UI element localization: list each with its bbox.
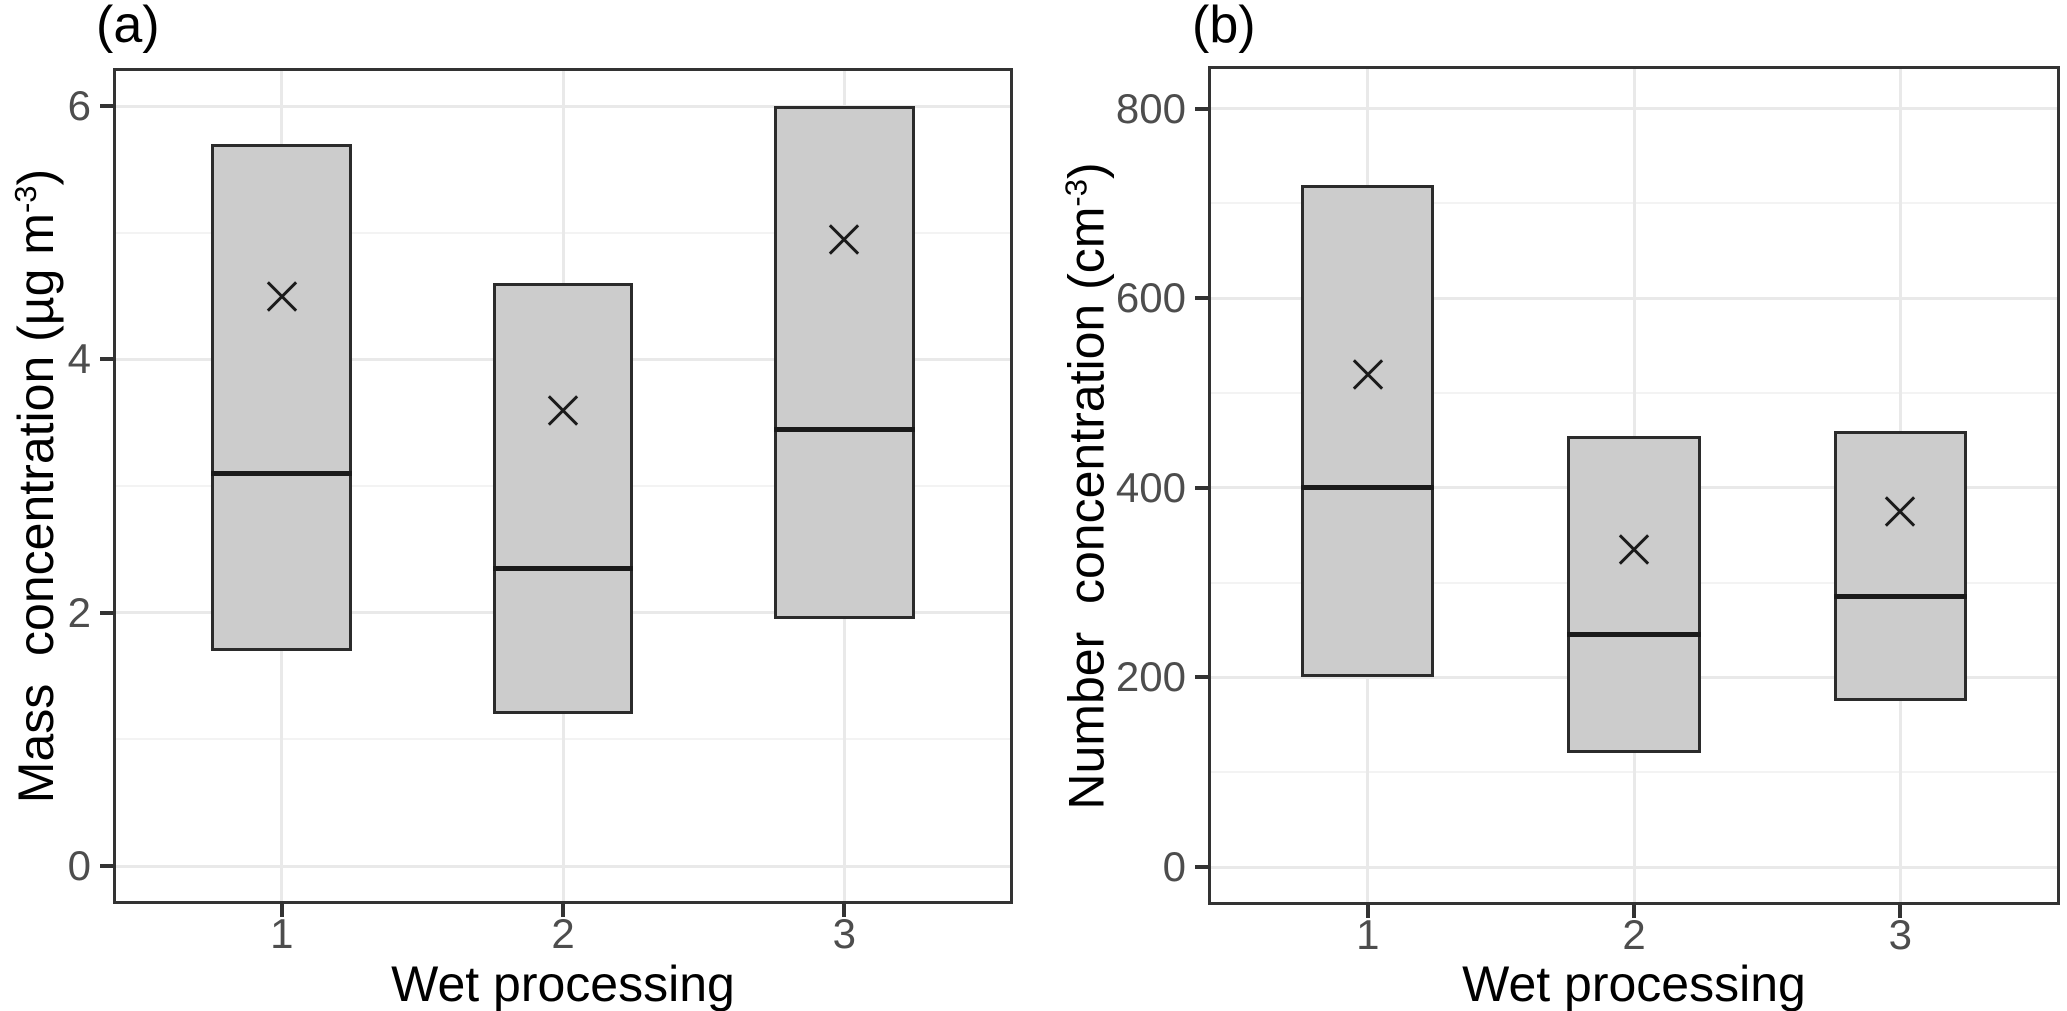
median-line	[773, 426, 915, 432]
median-line	[1833, 594, 1967, 600]
y-axis-title: Number concentration (cm-3)	[1056, 66, 1116, 905]
x-tick-mark	[1365, 905, 1370, 918]
y-tick-mark	[100, 864, 113, 868]
y-tick-mark	[1195, 675, 1208, 680]
y-tick-mark	[100, 104, 113, 108]
y-axis-title-superscript: -3	[7, 185, 43, 214]
y-tick-label: 200	[1115, 653, 1186, 701]
x-tick-label: 3	[832, 910, 856, 957]
y-tick-mark	[100, 610, 113, 615]
panel-label: (b)	[1192, 0, 1256, 54]
median-line	[211, 470, 353, 476]
y-tick-mark	[1195, 485, 1208, 490]
x-tick-label: 3	[1888, 911, 1912, 958]
y-axis-title-text: )	[8, 168, 64, 186]
boxplot-box	[1833, 430, 1967, 702]
boxplot-box	[492, 283, 634, 714]
y-tick-label: 4	[67, 335, 91, 383]
x-tick-mark	[842, 904, 847, 917]
panel-border	[113, 68, 1013, 904]
y-tick-mark	[100, 357, 113, 362]
median-line	[1567, 632, 1701, 638]
y-tick-label: 6	[67, 82, 91, 129]
boxplot-box	[1301, 184, 1435, 678]
y-tick-mark	[1195, 296, 1208, 301]
x-tick-label: 1	[1356, 911, 1380, 958]
y-tick-label: 600	[1115, 274, 1186, 322]
boxplot-box	[211, 144, 353, 651]
x-axis-title: Wet processing	[1462, 956, 1806, 1011]
boxplot-box	[773, 106, 915, 619]
y-tick-label: 800	[1115, 84, 1186, 132]
y-axis-title-text: Mass concentration (µg m	[8, 213, 64, 804]
x-tick-mark	[561, 904, 565, 917]
y-tick-label: 0	[67, 842, 91, 889]
y-tick-mark	[1195, 106, 1208, 111]
x-tick-label: 2	[1622, 911, 1646, 958]
y-tick-label: 2	[67, 588, 91, 636]
median-line	[492, 565, 634, 571]
x-tick-mark	[279, 904, 284, 917]
y-axis-title-superscript: -3	[1057, 178, 1093, 207]
boxplot-box	[1567, 435, 1701, 754]
x-tick-label: 2	[551, 910, 575, 957]
y-tick-mark	[1195, 865, 1208, 870]
median-line	[1301, 485, 1435, 491]
y-axis-title-text: Number concentration (cm	[1058, 206, 1114, 810]
x-tick-mark	[1898, 905, 1903, 918]
x-axis-title: Wet processing	[391, 956, 735, 1011]
y-axis-title: Mass concentration (µg m-3)	[6, 68, 66, 904]
y-tick-label: 400	[1115, 463, 1186, 511]
y-tick-label: 0	[1162, 843, 1186, 891]
panel-border	[1208, 66, 2060, 905]
panel-label: (a)	[96, 0, 160, 54]
y-axis-title-text: )	[1058, 161, 1114, 179]
x-tick-label: 1	[270, 910, 294, 957]
x-tick-mark	[1632, 905, 1636, 918]
